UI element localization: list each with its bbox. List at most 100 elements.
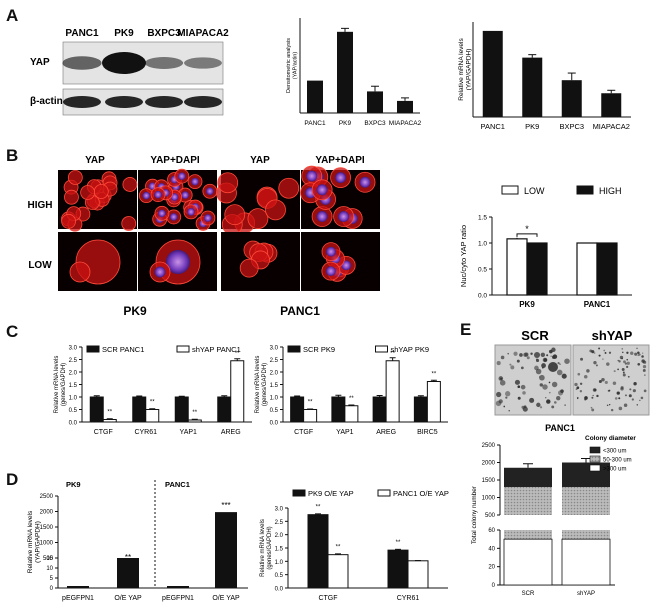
tick-label: 2000 [482, 461, 496, 467]
tick-label: 2.0 [275, 533, 284, 539]
tick-label: 1500 [40, 525, 54, 531]
bar [397, 100, 413, 113]
blot-lane-label: PANC1 [65, 28, 99, 39]
legend-swatch [375, 345, 388, 353]
panel-label-d: D [6, 470, 19, 489]
blot-band-actin [184, 96, 222, 108]
tick-label: 1.0 [69, 396, 78, 402]
panel-label-a: A [6, 6, 19, 25]
legend-swatch [176, 345, 190, 353]
bar-segment [504, 467, 552, 487]
tick-label: 2.5 [270, 358, 279, 364]
tick-label: 1500 [482, 478, 496, 484]
colony-image [494, 344, 572, 416]
bar [327, 554, 349, 589]
blot-band-yap [102, 52, 146, 74]
axis-label: Relative mRNA levels(YAP/GAPDH) [27, 510, 42, 573]
axis-label: Total colony number [471, 485, 478, 544]
bar [576, 242, 598, 296]
category-label: PK9 [519, 300, 535, 309]
bar-segment [504, 530, 552, 540]
significance-mark: ** [150, 400, 155, 406]
category-label: MIAPACA2 [593, 122, 630, 131]
legend-swatch [292, 489, 306, 497]
bar [187, 419, 202, 423]
legend-label: PANC1 O/E YAP [393, 489, 449, 498]
micrograph-tile [58, 170, 138, 232]
tick-label: 15 [46, 556, 53, 562]
bar [230, 360, 245, 423]
bar [132, 396, 147, 423]
group-label: PANC1 [165, 480, 190, 489]
micro-row-label: LOW [28, 260, 52, 271]
tick-label: 0.0 [270, 421, 279, 427]
legend-label: PK9 O/E YAP [308, 489, 354, 498]
significance-mark: * [525, 224, 529, 234]
significance-mark: ** [349, 396, 354, 402]
bar [385, 360, 400, 423]
bar [344, 405, 359, 423]
legend-swatch [589, 464, 601, 472]
colony-label: shYAP [592, 328, 633, 343]
category-label: BXPC3 [559, 122, 584, 131]
legend-label: shYAP PANC1 [192, 345, 241, 354]
micrograph-tile [216, 170, 300, 235]
axis-label: Densitometric analysis(YAP/actin) [286, 38, 299, 93]
blot-lane-label: PK9 [114, 28, 134, 39]
tick-label: 0.5 [478, 267, 487, 274]
blot-lane-label: MIAPACA2 [177, 28, 229, 39]
bar [367, 91, 383, 113]
category-label: PANC1 [481, 122, 505, 131]
panel-label-b: B [6, 146, 19, 165]
tick-label: 1.0 [270, 396, 279, 402]
tick-label: 3.0 [69, 346, 78, 352]
microscopy-panel: YAP YAP+DAPI YAP YAP+DAPI HIGH LOW PK9 P… [28, 155, 380, 318]
blot-lane-label: BXPC3 [147, 28, 181, 39]
significance-mark: ** [316, 505, 321, 511]
legend-swatch [86, 345, 100, 353]
legend-label: <300 um [603, 449, 627, 455]
bar [67, 586, 89, 588]
tick-label: 2.5 [69, 358, 78, 364]
colony-images: SCR shYAP PANC1 [494, 328, 650, 433]
significance-mark: ** [192, 410, 197, 416]
tick-label: 0.0 [275, 587, 284, 593]
micrograph-tile [300, 165, 380, 229]
significance-mark: ** [107, 410, 112, 416]
significance-mark: ** [336, 545, 341, 551]
bar [601, 93, 622, 117]
bar [117, 558, 139, 588]
tick-label: 1.5 [478, 215, 487, 222]
chart-densitometric: Densitometric analysis(YAP/actin) PANC1 PK… [286, 18, 422, 127]
micro-col-label: YAP+DAPI [150, 155, 200, 166]
bar [102, 419, 117, 423]
micrograph-tile [221, 232, 300, 291]
micrograph-tile [138, 168, 218, 231]
bar [290, 396, 305, 423]
category-label: CTGF [318, 595, 337, 602]
blot-band-actin [105, 96, 143, 108]
axis-label: Relative mRNA levels(YAP/GAPDH) [458, 38, 473, 101]
bar [561, 80, 582, 117]
micro-col-label: YAP+DAPI [315, 155, 365, 166]
category-label: PK9 [525, 122, 539, 131]
bar [413, 396, 428, 423]
micro-group-label: PANC1 [280, 304, 320, 318]
bar [89, 396, 104, 423]
tick-label: 2500 [40, 494, 54, 500]
micro-row-label: HIGH [28, 200, 53, 211]
tick-label: 0 [50, 586, 54, 592]
significance-mark: ** [308, 400, 313, 406]
category-label: O/E YAP [114, 595, 142, 602]
significance-mark: *** [221, 501, 230, 510]
tick-label: 2000 [40, 510, 54, 516]
tick-label: 2500 [482, 443, 496, 449]
blot-band-yap [62, 56, 102, 70]
tick-label: 2.0 [270, 371, 279, 377]
category-label: AREG [221, 429, 241, 436]
tick-label: 0.0 [478, 293, 487, 300]
